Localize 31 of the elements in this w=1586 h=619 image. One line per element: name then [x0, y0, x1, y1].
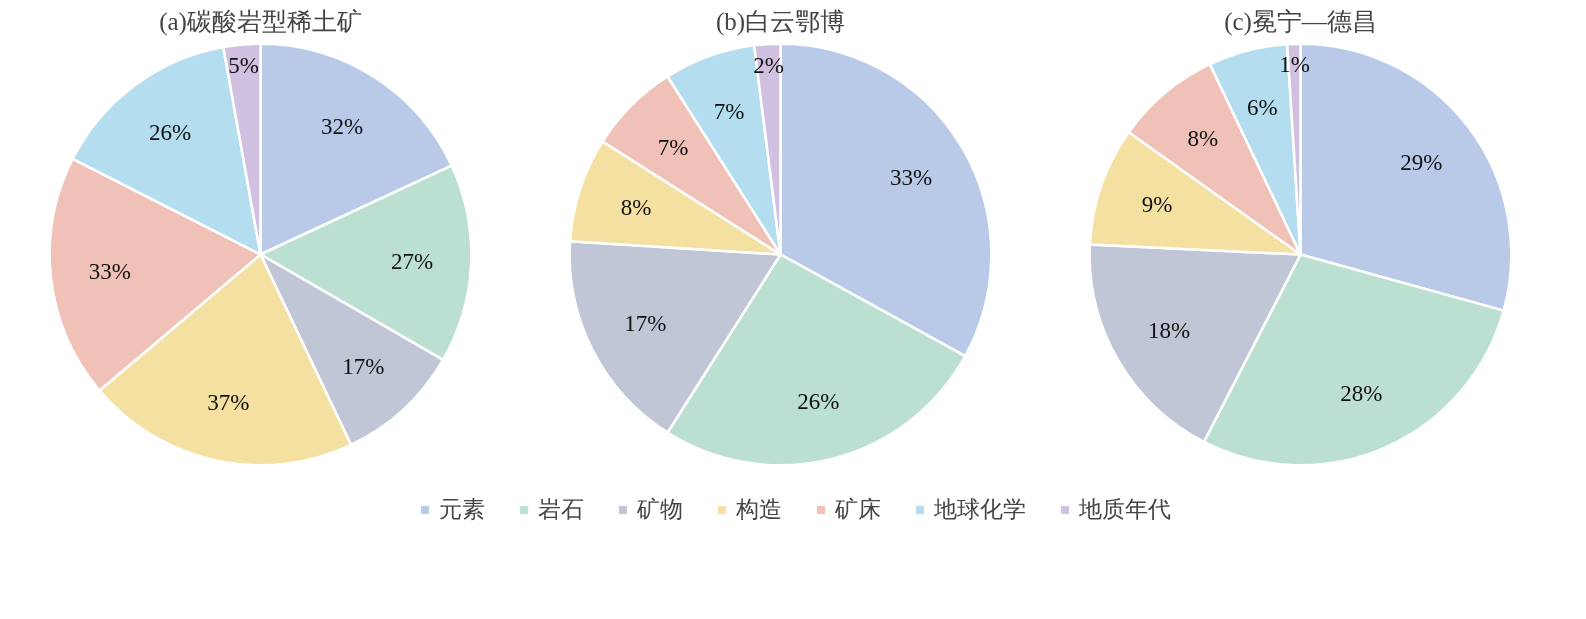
data-label: 33%: [890, 164, 933, 190]
data-label: 33%: [88, 259, 131, 285]
legend-label: 元素: [438, 495, 485, 524]
data-label: 7%: [657, 134, 689, 160]
chart-title: (a)碳酸岩型稀土矿: [159, 7, 362, 36]
legend-label: 地质年代: [1078, 495, 1171, 524]
data-label: 32%: [321, 114, 364, 140]
data-label: 1%: [1279, 52, 1310, 78]
data-label: 18%: [1147, 317, 1191, 343]
data-label: 17%: [342, 353, 385, 379]
data-label: 9%: [1141, 192, 1173, 218]
data-label: 28%: [1340, 381, 1383, 407]
data-label: 8%: [1187, 125, 1219, 151]
chart-title: (c)冕宁—德昌: [1224, 7, 1377, 36]
data-label: 26%: [797, 389, 840, 414]
data-label: 26%: [148, 120, 192, 146]
data-label: 37%: [207, 390, 250, 416]
legend-label: 矿床: [834, 495, 881, 524]
legend-label: 构造: [735, 495, 782, 524]
data-label: 7%: [713, 99, 745, 125]
legend-label: 矿物: [636, 495, 683, 524]
data-label: 17%: [624, 310, 667, 336]
data-label: 6%: [1247, 95, 1278, 121]
chart-title: (b)白云鄂博: [715, 7, 846, 36]
data-label: 27%: [391, 248, 434, 274]
data-label: 5%: [228, 53, 260, 79]
data-label: 29%: [1400, 150, 1443, 176]
data-label: 8%: [620, 195, 652, 221]
data-label: 2%: [753, 52, 784, 78]
legend-label: 岩石: [537, 495, 584, 524]
legend-label: 地球化学: [933, 495, 1026, 524]
